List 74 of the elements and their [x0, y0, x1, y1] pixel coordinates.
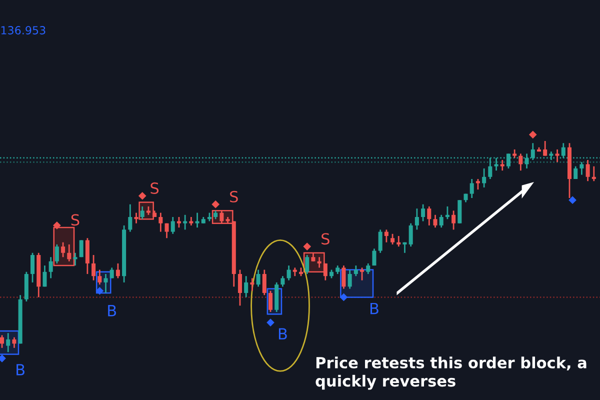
- candlestick: [439, 214, 444, 228]
- candlestick: [384, 228, 388, 244]
- text: 136.953: [1, 26, 46, 34]
- annotation: S: [322, 233, 330, 245]
- candlestick: [116, 262, 120, 279]
- candlestick: [592, 166, 596, 182]
- candlestick: [360, 266, 364, 282]
- candlestick: [42, 264, 47, 288]
- candlestick: [12, 336, 16, 349]
- candlestick: [104, 273, 108, 294]
- candlestick: [170, 216, 175, 235]
- candlestick: [128, 204, 132, 232]
- candlestick: [372, 248, 376, 266]
- annotation: B: [108, 305, 116, 316]
- candlestick: [421, 204, 426, 222]
- candlestick: [73, 252, 78, 266]
- candlestick: [256, 269, 260, 288]
- candlestick: [574, 166, 578, 180]
- candlestick: [262, 269, 266, 296]
- candlestick: [445, 206, 450, 220]
- candlestick: [414, 208, 419, 230]
- candlestick: [244, 275, 248, 298]
- candlestick: [586, 159, 590, 182]
- candlestick: [54, 244, 59, 264]
- annotation: S: [71, 214, 80, 226]
- candlestick: [348, 269, 352, 290]
- candlestick: [354, 264, 358, 277]
- candlestick: [6, 332, 10, 353]
- text: B: [16, 364, 24, 376]
- candlestick: [427, 206, 432, 226]
- candlestick: [482, 168, 486, 188]
- candlestick: [317, 256, 322, 268]
- candlestick: [378, 228, 382, 254]
- candlestick: [518, 152, 523, 172]
- candlestick: [580, 161, 584, 176]
- candlestick: [280, 275, 285, 288]
- candlestick: [305, 254, 310, 275]
- annotation: B: [370, 302, 378, 314]
- candlestick: [268, 290, 273, 313]
- annotation: S: [230, 190, 238, 202]
- candlestick: [92, 254, 96, 282]
- candlestick: [85, 237, 90, 275]
- candlestick: [79, 240, 84, 258]
- candlestick: [470, 178, 474, 199]
- candlestick: [48, 256, 53, 279]
- candlestick: [195, 212, 200, 228]
- candlestick: [500, 159, 504, 172]
- candlestick: [158, 212, 163, 232]
- text: Price retests this order block, a quickly reverses: [316, 356, 586, 390]
- candlestick: [458, 199, 462, 224]
- candlestick: [452, 210, 456, 230]
- candlestick: [164, 222, 169, 239]
- candlestick: [176, 216, 181, 228]
- candlestick: [183, 214, 188, 230]
- candlestick: [342, 264, 346, 290]
- candlestick: [238, 269, 242, 306]
- candlestick: [286, 264, 291, 282]
- candlestick: [0, 334, 4, 349]
- candlestick: [396, 235, 401, 248]
- candlestick: [61, 242, 66, 258]
- candlestick: [476, 178, 480, 190]
- candlestick: [140, 206, 144, 220]
- annotation: S: [150, 182, 159, 194]
- candlestick: [408, 222, 413, 248]
- candlestick: [543, 140, 548, 156]
- annotation: B: [278, 328, 287, 340]
- candlestick: [433, 214, 438, 228]
- candlestick: [30, 252, 35, 284]
- candlestick: [555, 148, 560, 163]
- candlestick: [390, 233, 395, 246]
- candlestick: [67, 244, 72, 262]
- candlestick: [250, 278, 254, 292]
- candlestick: [366, 262, 370, 275]
- candlestick: [98, 269, 102, 286]
